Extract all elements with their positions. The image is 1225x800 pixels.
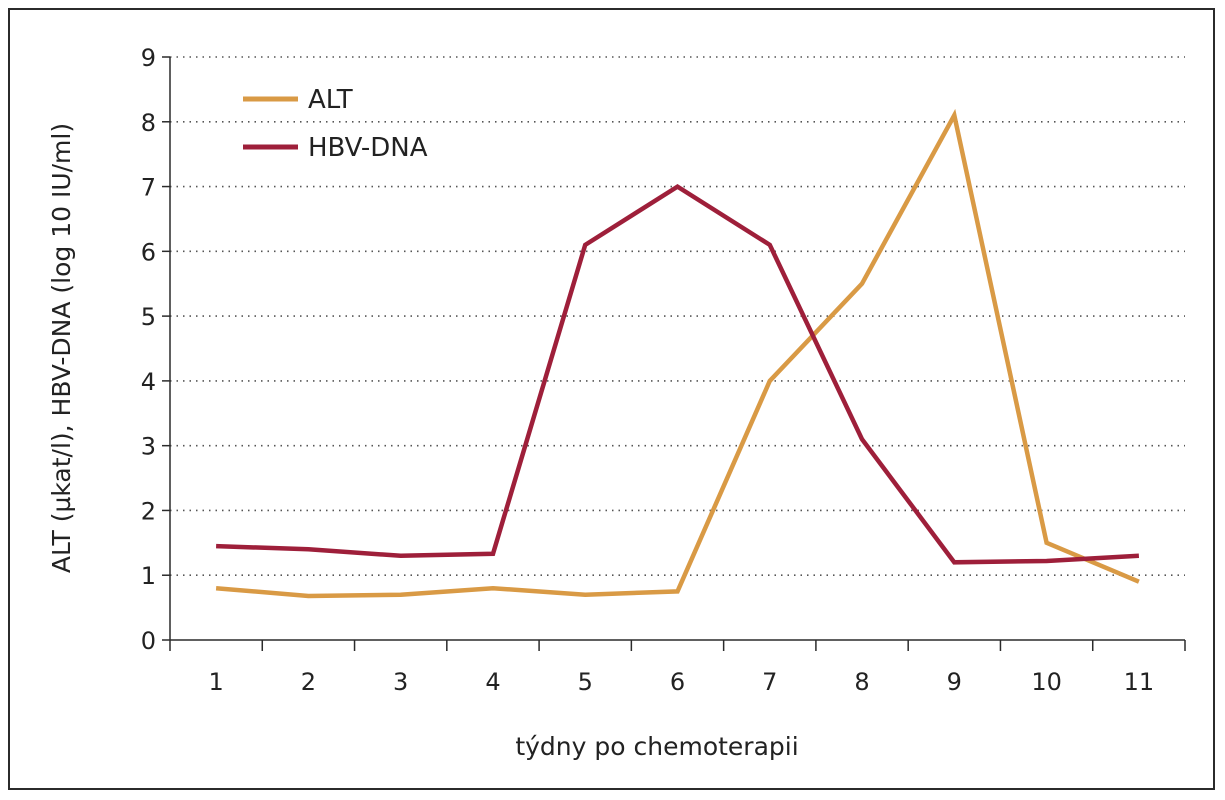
legend-label-hbv-dna: HBV-DNA bbox=[308, 133, 428, 163]
x-tick-label-4: 4 bbox=[485, 668, 500, 696]
legend: ALT HBV-DNA bbox=[243, 85, 428, 163]
x-tick-label-10: 10 bbox=[1031, 668, 1062, 696]
y-tick-label-2: 2 bbox=[141, 497, 156, 525]
y-axis-title: ALT (µkat/l), HBV-DNA (log 10 IU/ml) bbox=[47, 123, 76, 573]
y-tick-labels: 0 1 2 3 4 5 6 7 8 9 bbox=[141, 44, 156, 655]
series-line-alt bbox=[215, 108, 1140, 599]
x-tick-label-5: 5 bbox=[578, 668, 593, 696]
x-tick-label-8: 8 bbox=[854, 668, 869, 696]
series-lines bbox=[215, 108, 1140, 599]
legend-item-hbv-dna: HBV-DNA bbox=[243, 133, 428, 163]
x-tick-labels: 1 2 3 4 5 6 7 8 9 10 11 bbox=[208, 668, 1154, 696]
x-tick-label-7: 7 bbox=[762, 668, 777, 696]
y-tick-label-9: 9 bbox=[141, 44, 156, 72]
x-tick-label-9: 9 bbox=[947, 668, 962, 696]
x-tick-label-1: 1 bbox=[208, 668, 223, 696]
y-tick-label-3: 3 bbox=[141, 433, 156, 461]
legend-label-alt: ALT bbox=[308, 85, 353, 115]
y-tick-label-0: 0 bbox=[141, 627, 156, 655]
x-tick-label-6: 6 bbox=[670, 668, 685, 696]
y-tick-label-4: 4 bbox=[141, 368, 156, 396]
x-axis-title: týdny po chemoterapii bbox=[515, 732, 798, 761]
x-tick-label-2: 2 bbox=[301, 668, 316, 696]
legend-item-alt: ALT bbox=[243, 85, 353, 115]
y-tick-label-1: 1 bbox=[141, 562, 156, 590]
series-line-hbv-dna bbox=[216, 183, 1140, 565]
y-tick-label-5: 5 bbox=[141, 303, 156, 331]
gridlines bbox=[170, 56, 1185, 577]
y-tick-label-6: 6 bbox=[141, 238, 156, 266]
x-tick-label-3: 3 bbox=[393, 668, 408, 696]
y-tick-label-8: 8 bbox=[141, 109, 156, 137]
y-tick-label-7: 7 bbox=[141, 174, 156, 202]
x-tick-label-11: 11 bbox=[1124, 668, 1155, 696]
axes bbox=[162, 56, 1186, 651]
